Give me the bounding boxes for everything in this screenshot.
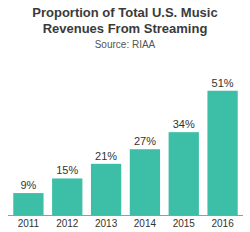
baseline [8,215,243,216]
category-label: 2016 [211,218,234,229]
category-label: 2014 [134,218,157,229]
bar [91,164,121,215]
title: Proportion of Total U.S. MusicRevenues F… [32,5,217,36]
data-label: 51% [212,77,234,89]
bar [52,178,82,215]
category-label: 2015 [173,218,196,229]
title-line: Revenues From Streaming [43,21,208,36]
data-label: 9% [20,179,36,191]
bars [13,91,237,215]
chart: Proportion of Total U.S. MusicRevenues F… [0,0,250,232]
bar [130,149,160,215]
category-label: 2012 [56,218,79,229]
category-label: 2013 [95,218,118,229]
data-label: 21% [95,150,117,162]
bar [13,193,43,215]
data-label: 27% [134,135,156,147]
bar [207,91,237,215]
category-label: 2011 [18,218,40,229]
data-label: 34% [173,118,195,130]
bar [169,132,199,215]
title-line: Proportion of Total U.S. Music [32,5,217,20]
subtitle: Source: RIAA [95,39,156,50]
data-label: 15% [56,164,78,176]
